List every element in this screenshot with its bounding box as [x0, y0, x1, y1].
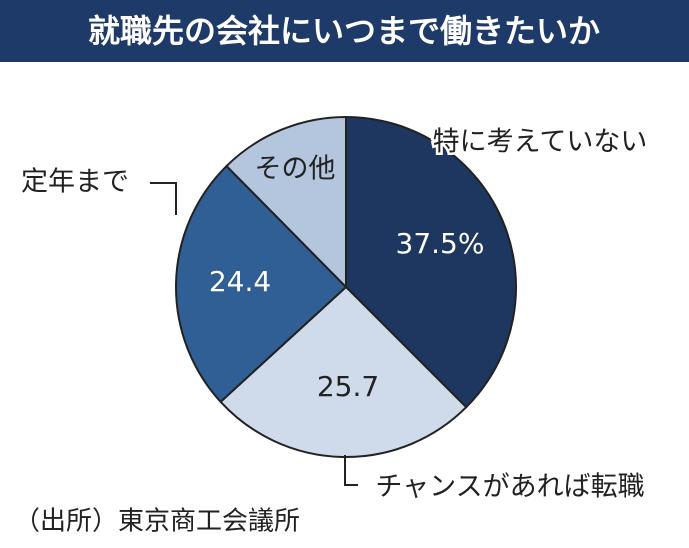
category-label: チャンスがあれば転職 — [375, 472, 644, 503]
pie-slice — [175, 164, 348, 404]
category-label: 定年まで — [21, 167, 129, 198]
category-label: その他 — [255, 154, 336, 185]
source: （出所）東京商工会議所 — [14, 507, 300, 537]
chart-title: 就職先の会社にいつまで働きたいか — [88, 12, 600, 50]
pie-slice — [225, 115, 347, 290]
category-label: 特に考えていない — [433, 127, 648, 158]
value-label: 24.4 — [209, 265, 271, 298]
leader-line — [344, 455, 358, 486]
title-bar — [0, 0, 689, 62]
value-label: 37.5% — [396, 227, 485, 260]
pie-slice — [219, 285, 468, 458]
leader-line — [150, 182, 177, 215]
pie-slice — [345, 115, 517, 409]
value-label: 25.7 — [317, 370, 379, 403]
